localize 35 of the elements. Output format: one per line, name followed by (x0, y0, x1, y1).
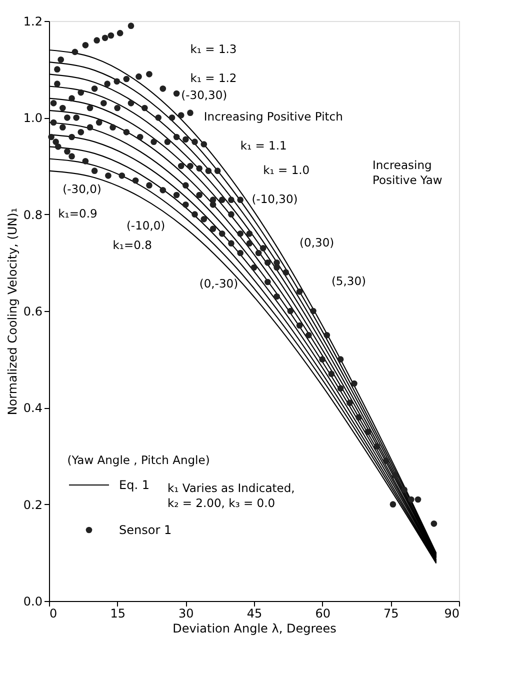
x-axis-title: Deviation Angle λ, Degrees (172, 622, 336, 636)
y-axis-title: Normalized Cooling Velocity, (UN)₁ (5, 208, 20, 416)
legend-label: Sensor 1 (119, 523, 172, 537)
annotation: k₁=0.8 (112, 238, 152, 252)
annotation: (Yaw Angle , Pitch Angle) (67, 452, 210, 467)
annotation: (5,30) (331, 274, 366, 288)
annotation: Increasing Positive Yaw (372, 158, 442, 187)
x-tick-label: 15 (110, 606, 126, 620)
annotation: (-30,0) (62, 182, 102, 196)
annotation: k₁ = 1.2 (190, 71, 237, 85)
x-tick-label: 60 (315, 606, 330, 620)
y-tick-label: 0.6 (23, 304, 42, 318)
y-tick-label: 1.0 (23, 111, 42, 126)
x-tick-label: 75 (384, 606, 399, 620)
y-tick-label: 0.4 (23, 401, 42, 416)
annotation: k₁ = 1.1 (240, 138, 287, 153)
x-tick-label: 0 (50, 606, 58, 620)
annotation: (0,-30) (199, 276, 238, 290)
y-tick-label: 0.0 (23, 594, 42, 608)
annotation: Increasing Positive Pitch (204, 110, 343, 124)
y-tick-label: 0.8 (23, 208, 42, 222)
y-tick-label: 1.2 (23, 14, 42, 28)
annotation: k₁ = 1.3 (190, 42, 237, 56)
legend-label: Eq. 1 (119, 478, 150, 492)
x-tick-label: 90 (444, 606, 460, 620)
annotation: (-30,30) (181, 88, 228, 102)
x-tick-label: 45 (246, 606, 262, 620)
y-tick-label: 0.2 (23, 498, 42, 512)
annotation: k₁ = 1.0 (263, 162, 310, 177)
annotation: k₁=0.9 (58, 206, 98, 220)
annotation: (-10,0) (126, 218, 166, 232)
annotation: (0,30) (300, 235, 334, 250)
annotation: (-10,30) (252, 192, 298, 206)
annotation: k₁ Varies as Indicated, k₂ = 2.00, k₃ = 0.0 (167, 480, 295, 510)
x-tick-label: 30 (178, 606, 194, 620)
